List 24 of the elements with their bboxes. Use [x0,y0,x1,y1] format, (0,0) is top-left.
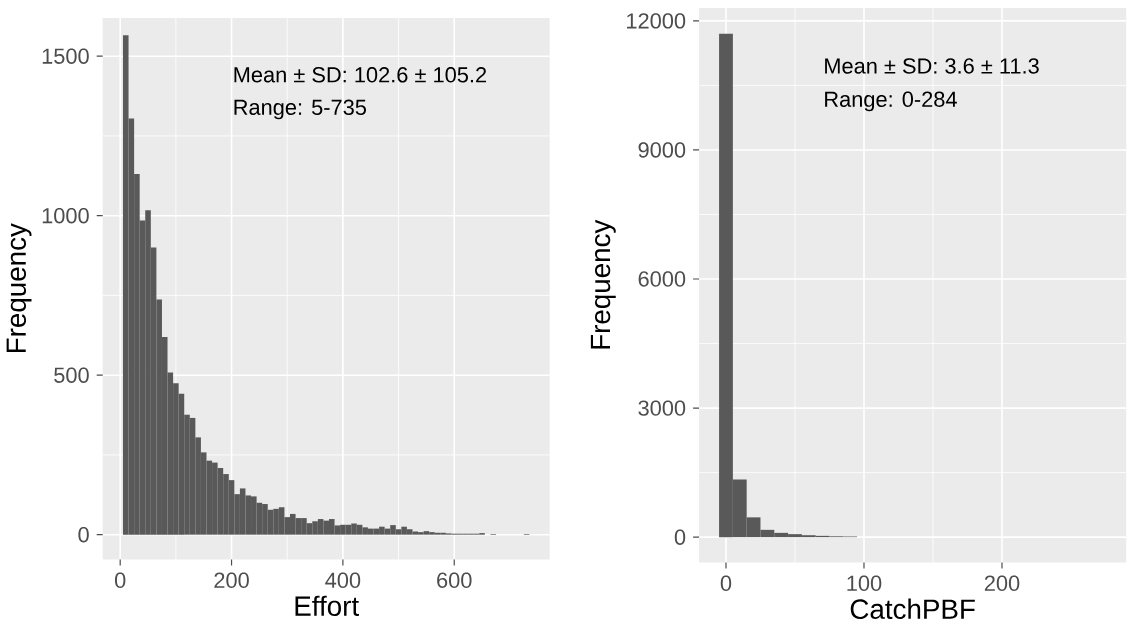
y-tick-label: 12000 [627,13,686,29]
x-tick-label: 200 [214,572,249,589]
x-tick-label: 200 [984,575,1020,592]
y-tick-label: 0 [78,527,89,543]
y-tick-label: 500 [54,367,89,384]
x-tick-label: 0 [720,575,732,592]
y-tick-label: 1500 [42,48,89,65]
y-tick-label: 6000 [638,271,686,287]
y-tick-label: 1000 [42,208,89,224]
annotation: Mean ± SD: 102.6 ± 105.2 [234,67,487,83]
x-tick-label: 100 [847,575,882,592]
y-axis-title: Frequency [590,219,616,349]
annotation: Mean ± SD: 3.6 ± 11.3 [825,58,1039,74]
x-axis-title: CatchPBF [850,598,975,620]
y-tick-label: 0 [674,529,686,546]
y-axis-title: Frequency [6,223,32,353]
x-tick-label: 0 [114,572,126,589]
y-tick-label: 3000 [638,400,686,416]
x-tick-label: 400 [325,572,361,589]
annotation: Range: 5-735 [234,99,366,120]
annotation: Range: 0-284 [825,91,957,112]
y-tick-label: 9000 [638,142,686,158]
x-tick-label: 600 [437,572,472,589]
x-axis-title: Effort [295,595,359,617]
